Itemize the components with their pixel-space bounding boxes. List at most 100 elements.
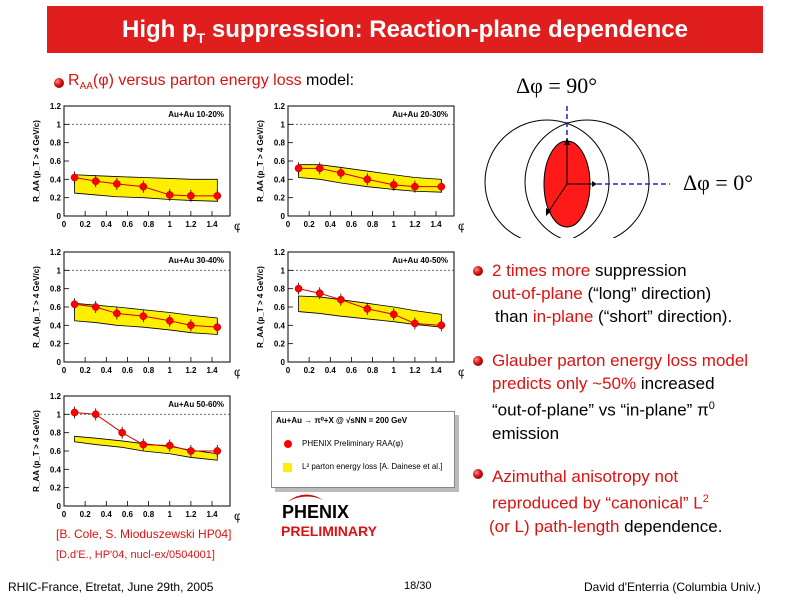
x-tick-label: 0 (62, 510, 67, 519)
nucleus-left-circle (484, 119, 610, 238)
y-tick-label: 0 (57, 358, 62, 367)
y-tick-label: 0.6 (50, 447, 62, 456)
chart-raa-50-60: 0 0.2 0.4 0.6 0.8 1 1.2 0 0.2 0.4 0.6 0.8 1 1.2 1.4 Au+… (32, 392, 240, 523)
data-point (315, 164, 324, 173)
data-point (165, 441, 174, 450)
data-point (139, 312, 148, 321)
data-point (91, 410, 100, 419)
data-point (213, 323, 222, 332)
y-axis-label: R_AA (p_T > 4 GeV/c) (32, 266, 41, 348)
chart-title: Au+Au 10-20% (168, 110, 224, 119)
y-tick-label: 0 (281, 358, 286, 367)
y-tick-label: 0.8 (274, 139, 286, 148)
y-axis-label: R_AA (p_T > 4 GeV/c) (256, 266, 265, 348)
data-point (437, 182, 446, 191)
y-tick-label: 0.2 (50, 484, 62, 493)
x-axis-label: φ (458, 219, 464, 233)
x-tick-label: 1.4 (430, 220, 442, 229)
y-tick-label: 0.6 (50, 157, 62, 166)
title-bar (47, 6, 763, 53)
data-point (70, 300, 79, 309)
y-tick-label: 1 (281, 120, 286, 129)
nucleus-right-circle (524, 119, 650, 238)
x-tick-label: 0.4 (101, 220, 113, 229)
x-tick-label: 0.2 (80, 220, 92, 229)
footer-conference: RHIC-France, Etretat, June 29th, 2005 (8, 580, 214, 594)
data-point (363, 304, 372, 313)
data-point (213, 447, 222, 455)
x-tick-label: 0 (62, 366, 67, 375)
x-tick-label: 0 (62, 220, 67, 229)
y-tick-label: 1 (281, 266, 286, 275)
y-tick-label: 0.4 (274, 321, 286, 330)
preliminary-label: PRELIMINARY (281, 523, 377, 539)
x-tick-label: 0.8 (367, 220, 379, 229)
x-axis-label: φ (234, 219, 240, 233)
y-tick-label: 0.2 (274, 340, 286, 349)
x-tick-label: 0.6 (346, 366, 358, 375)
y-axis-label: R_AA (p_T > 4 GeV/c) (256, 120, 265, 202)
slide-title: High pT suppression: Reaction-plane depe… (122, 16, 688, 46)
data-point (411, 182, 419, 191)
y-tick-label: 0.8 (50, 139, 62, 148)
bullet-point-suppression: 2 times more suppression out-of-plane (“… (492, 261, 733, 326)
x-tick-label: 0.2 (80, 366, 92, 375)
y-tick-label: 1.2 (274, 102, 286, 111)
x-tick-label: 0 (286, 220, 291, 229)
y-tick-label: 1.2 (50, 102, 62, 111)
y-tick-label: 0.2 (50, 340, 62, 349)
chart-title: Au+Au 30-40% (168, 256, 224, 265)
y-tick-label: 0.4 (50, 321, 62, 330)
legend-entry-data: PHENIX Preliminary RAA(φ) (302, 439, 404, 448)
data-point (389, 180, 398, 189)
x-tick-label: 1.2 (409, 366, 421, 375)
data-point (70, 173, 79, 182)
data-point (187, 191, 195, 200)
legend-marker-band-icon (283, 463, 292, 472)
bullet-icon (473, 469, 483, 479)
legend-marker-data-icon (284, 440, 292, 448)
y-tick-label: 1 (57, 410, 62, 419)
chart-title: Au+Au 50-60% (168, 400, 224, 409)
y-axis-label: R_AA (p_T > 4 GeV/c) (32, 120, 41, 202)
x-axis-label: φ (458, 365, 464, 379)
y-tick-label: 0.8 (50, 429, 62, 438)
x-tick-label: 1.2 (185, 220, 197, 229)
y-tick-label: 1.2 (274, 248, 286, 257)
data-point (389, 310, 398, 319)
y-tick-label: 1 (57, 120, 62, 129)
x-tick-label: 1 (392, 220, 397, 229)
legend-box: Au+Au → π⁰+X @ √sNN = 200 GeV PHENIX Pre… (271, 411, 455, 488)
x-tick-label: 1.4 (206, 366, 218, 375)
x-axis-label: φ (234, 365, 240, 379)
footer-author: David d'Enterria (Columbia Univ.) (584, 580, 761, 594)
chart-title: Au+Au 40-50% (392, 256, 448, 265)
chart-raa-30-40: 0 0.2 0.4 0.6 0.8 1 1.2 0 0.2 0.4 0.6 0.8 1 1.2 1.4 Au+… (32, 248, 240, 379)
data-point (294, 284, 303, 293)
x-tick-label: 0.6 (122, 366, 134, 375)
phenix-logo: PHENIX (282, 502, 350, 522)
bullet-point-anisotropy: Azimuthal anisotropy not reproduced by “… (489, 467, 723, 536)
x-tick-label: 0.8 (143, 366, 155, 375)
x-tick-label: 1 (168, 510, 173, 519)
y-tick-label: 0.2 (50, 194, 62, 203)
x-tick-label: 0.8 (143, 510, 155, 519)
y-tick-label: 1.2 (50, 392, 62, 401)
y-tick-label: 1.2 (50, 248, 62, 257)
y-tick-label: 0 (57, 502, 62, 511)
y-tick-label: 0.4 (50, 175, 62, 184)
data-point (91, 177, 100, 186)
data-point (91, 303, 100, 311)
y-tick-label: 0.4 (274, 175, 286, 184)
subheading: RAA(φ) versus parton energy loss model: (68, 72, 355, 93)
data-point (294, 164, 303, 173)
delta-phi-0-label: Δφ = 0° (683, 170, 754, 195)
x-tick-label: 0.2 (80, 510, 92, 519)
x-tick-label: 0.6 (122, 510, 134, 519)
x-tick-label: 1.2 (185, 366, 197, 375)
data-point (118, 428, 127, 437)
y-tick-label: 0.6 (274, 157, 286, 166)
data-point (363, 175, 372, 184)
data-point (315, 289, 324, 298)
data-point (337, 169, 345, 177)
